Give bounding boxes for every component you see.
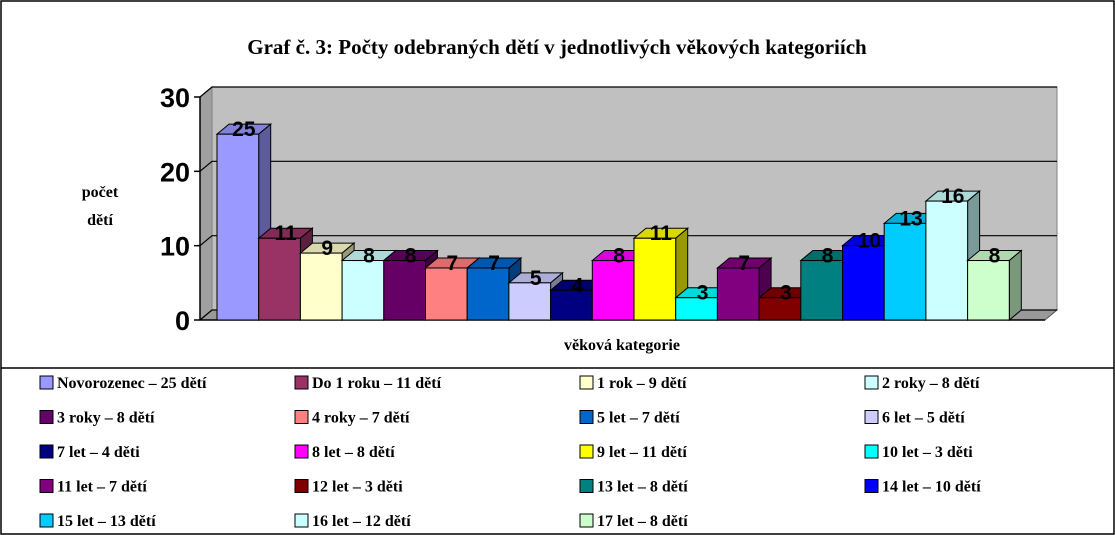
legend-label: 9 let – 11 dětí <box>597 444 687 461</box>
x-axis-label: věková kategorie <box>564 337 680 354</box>
legend-label: 6 let – 5 dětí <box>882 410 965 427</box>
legend-swatch <box>294 513 309 528</box>
data-label: 8 <box>405 245 417 268</box>
legend-label: 16 let – 12 dětí <box>312 513 411 530</box>
data-label: 13 <box>899 207 922 230</box>
legend-label: 3 roky – 8 dětí <box>57 410 155 427</box>
legend-label: 17 let – 8 dětí <box>597 513 688 530</box>
data-label: 10 <box>858 230 881 253</box>
legend-swatch <box>39 479 54 493</box>
bar-side <box>1008 249 1022 322</box>
data-label: 8 <box>613 245 625 268</box>
data-label: 11 <box>274 222 297 245</box>
legend-swatch <box>39 444 54 459</box>
legend-swatch <box>579 375 594 390</box>
y-tick-label: 10 <box>160 232 190 262</box>
bar-front <box>299 252 343 321</box>
legend-label: 10 let – 3 děti <box>882 444 973 461</box>
legend-label: 13 let – 8 dětí <box>597 479 688 496</box>
legend-label: 14 let – 10 dětí <box>882 479 981 496</box>
bar-front <box>591 260 635 321</box>
side-wall <box>199 85 213 322</box>
grid-line <box>199 86 1057 98</box>
bar <box>841 234 898 322</box>
y-axis-label: počet <box>82 184 119 201</box>
legend-label: 11 let – 7 dětí <box>57 479 147 496</box>
bar <box>716 256 773 322</box>
legend-swatch <box>579 410 594 424</box>
legend-label: 5 let – 7 dětí <box>597 410 680 427</box>
legend-label: 2 roky – 8 dětí <box>882 375 980 392</box>
bar-front <box>800 260 843 321</box>
bar-front <box>967 260 1010 321</box>
data-label: 3 <box>697 282 709 305</box>
legend-swatch <box>294 375 309 390</box>
bar-front <box>216 133 260 321</box>
legend-swatch <box>864 410 879 424</box>
legend-swatch <box>294 479 309 493</box>
data-label: 25 <box>232 118 256 141</box>
data-label: 5 <box>530 267 542 290</box>
bar-front <box>425 267 468 321</box>
legend-swatch <box>39 513 54 528</box>
data-label: 7 <box>488 252 500 275</box>
grid-line <box>199 160 1057 172</box>
legend-label: 1 rok – 9 dětí <box>597 375 687 392</box>
bar-front <box>883 222 927 321</box>
bar-front <box>258 237 301 321</box>
bar-front <box>550 289 593 321</box>
data-label: 16 <box>941 185 964 208</box>
legend-label: 7 let – 4 děti <box>57 444 140 461</box>
bar-front <box>466 267 510 321</box>
bar <box>966 249 1023 322</box>
legend-swatch <box>294 410 309 424</box>
legend-swatch <box>39 375 54 390</box>
bar-front <box>508 282 552 321</box>
legend-swatch <box>864 375 879 390</box>
data-label: 8 <box>363 245 375 268</box>
data-label: 8 <box>989 245 1001 268</box>
data-label: 11 <box>650 222 673 245</box>
data-label: 4 <box>572 274 584 297</box>
legend-label: 8 let – 8 dětí <box>312 444 395 461</box>
legend-swatch <box>864 444 879 459</box>
bar-front <box>842 245 885 321</box>
chart-title: Graf č. 3: Počty odebraných dětí v jedno… <box>247 35 867 59</box>
legend-swatch <box>579 479 594 493</box>
data-label: 7 <box>447 252 459 275</box>
data-label: 8 <box>822 245 834 268</box>
legend-label: 4 roky – 7 dětí <box>312 410 410 427</box>
bar-front <box>633 237 677 321</box>
legend-swatch <box>579 444 594 459</box>
legend-swatch <box>294 444 309 459</box>
grid-line <box>199 235 1057 247</box>
bar-front <box>383 260 426 321</box>
y-tick-label: 30 <box>160 83 190 113</box>
data-label: 7 <box>738 252 750 275</box>
y-tick-label: 20 <box>160 157 190 187</box>
legend-label: 15 let – 13 dětí <box>57 513 156 530</box>
bar-front <box>925 200 969 321</box>
data-label: 3 <box>780 282 792 305</box>
legend-swatch <box>39 410 54 424</box>
legend-label: Novorozenec – 25 dětí <box>57 375 207 392</box>
bar-front <box>716 267 760 321</box>
y-axis-label: dětí <box>87 212 113 229</box>
legend-swatch <box>579 513 594 528</box>
legend-label: 12 let – 3 děti <box>312 479 403 496</box>
data-label: 9 <box>321 237 333 260</box>
legend-swatch <box>864 479 879 493</box>
bar-front <box>341 260 385 321</box>
legend-label: Do 1 roku – 11 dětí <box>312 375 442 392</box>
y-tick-label: 0 <box>175 306 190 336</box>
